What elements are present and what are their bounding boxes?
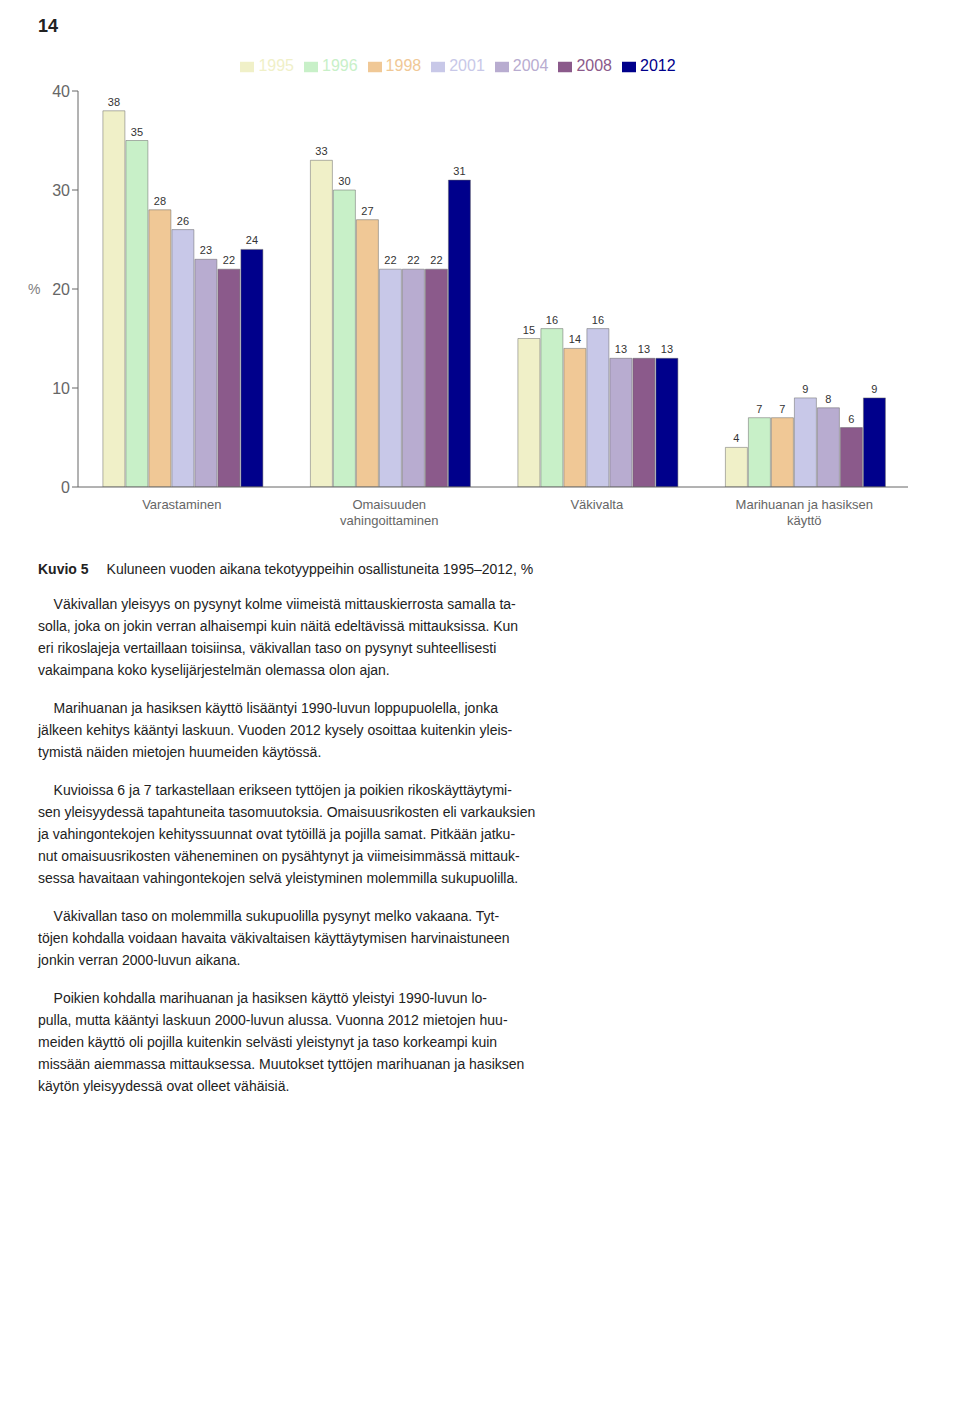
svg-text:28: 28 [154,195,166,207]
svg-text:13: 13 [661,343,673,355]
svg-text:40: 40 [52,83,70,100]
svg-text:22: 22 [430,254,442,266]
svg-text:30: 30 [52,182,70,199]
html-text:Marihuanan ja hasiksen käyttö: Marihuanan ja hasiksen käyttö lisääntyi … [38,700,513,760]
svg-text:30: 30 [338,175,350,187]
html-text:1998: 1998 [385,57,422,74]
html-text:2008: 2008 [576,57,612,74]
html-text:2004: 2004 [512,57,549,74]
html-text:14: 14 [38,16,58,36]
html-text:2001: 2001 [449,57,485,74]
svg-text:16: 16 [546,314,558,326]
svg-text:4: 4 [733,432,739,444]
svg-text:7: 7 [756,403,762,415]
html-text:Poikien kohdalla marihuanan ja: Poikien kohdalla marihuanan ja hasiksen … [38,990,525,1094]
html-text:Väkivallan taso on molemmilla: Väkivallan taso on molemmilla sukupuolil… [38,908,510,968]
svg-text:33: 33 [315,145,327,157]
svg-text:6: 6 [848,413,854,425]
svg-text:9: 9 [802,383,808,395]
svg-text:26: 26 [177,215,189,227]
svg-text:16: 16 [592,314,604,326]
svg-text:13: 13 [615,343,627,355]
svg-text:23: 23 [200,244,212,256]
svg-text:22: 22 [407,254,419,266]
svg-text:%: % [28,281,40,297]
html-text:1996: 1996 [322,57,358,74]
svg-text:24: 24 [246,234,258,246]
html-text:Kuluneen vuoden aikana tekotyy: Kuluneen vuoden aikana tekotyyppeihin os… [106,561,534,577]
svg-text:35: 35 [131,126,143,138]
svg-text:13: 13 [638,343,650,355]
html-text:Väkivallan yleisyys on pysynyt: Väkivallan yleisyys on pysynyt kolme vii… [38,596,519,678]
svg-text:0: 0 [61,479,70,496]
html-text:2012: 2012 [640,57,676,74]
html-text:Kuvioissa 6 ja 7 tarkastellaan: Kuvioissa 6 ja 7 tarkastellaan erikseen … [38,782,536,886]
svg-text:22: 22 [384,254,396,266]
svg-text:10: 10 [52,380,70,397]
svg-text:Marihuanan ja hasiksenkäyttö: Marihuanan ja hasiksenkäyttö [736,497,873,528]
svg-text:27: 27 [361,205,373,217]
html-text:Kuvio 5: Kuvio 5 [38,561,89,577]
svg-text:22: 22 [223,254,235,266]
svg-text:20: 20 [52,281,70,298]
svg-text:14: 14 [569,333,581,345]
svg-text:15: 15 [523,324,535,336]
html-text:1995: 1995 [258,57,294,74]
svg-text:Väkivalta: Väkivalta [570,497,624,512]
svg-text:7: 7 [779,403,785,415]
svg-text:Varastaminen: Varastaminen [142,497,221,512]
svg-text:9: 9 [871,383,877,395]
svg-text:38: 38 [108,96,120,108]
svg-text:31: 31 [453,165,465,177]
svg-text:8: 8 [825,393,831,405]
svg-text:Omaisuudenvahingoittaminen: Omaisuudenvahingoittaminen [340,497,438,528]
